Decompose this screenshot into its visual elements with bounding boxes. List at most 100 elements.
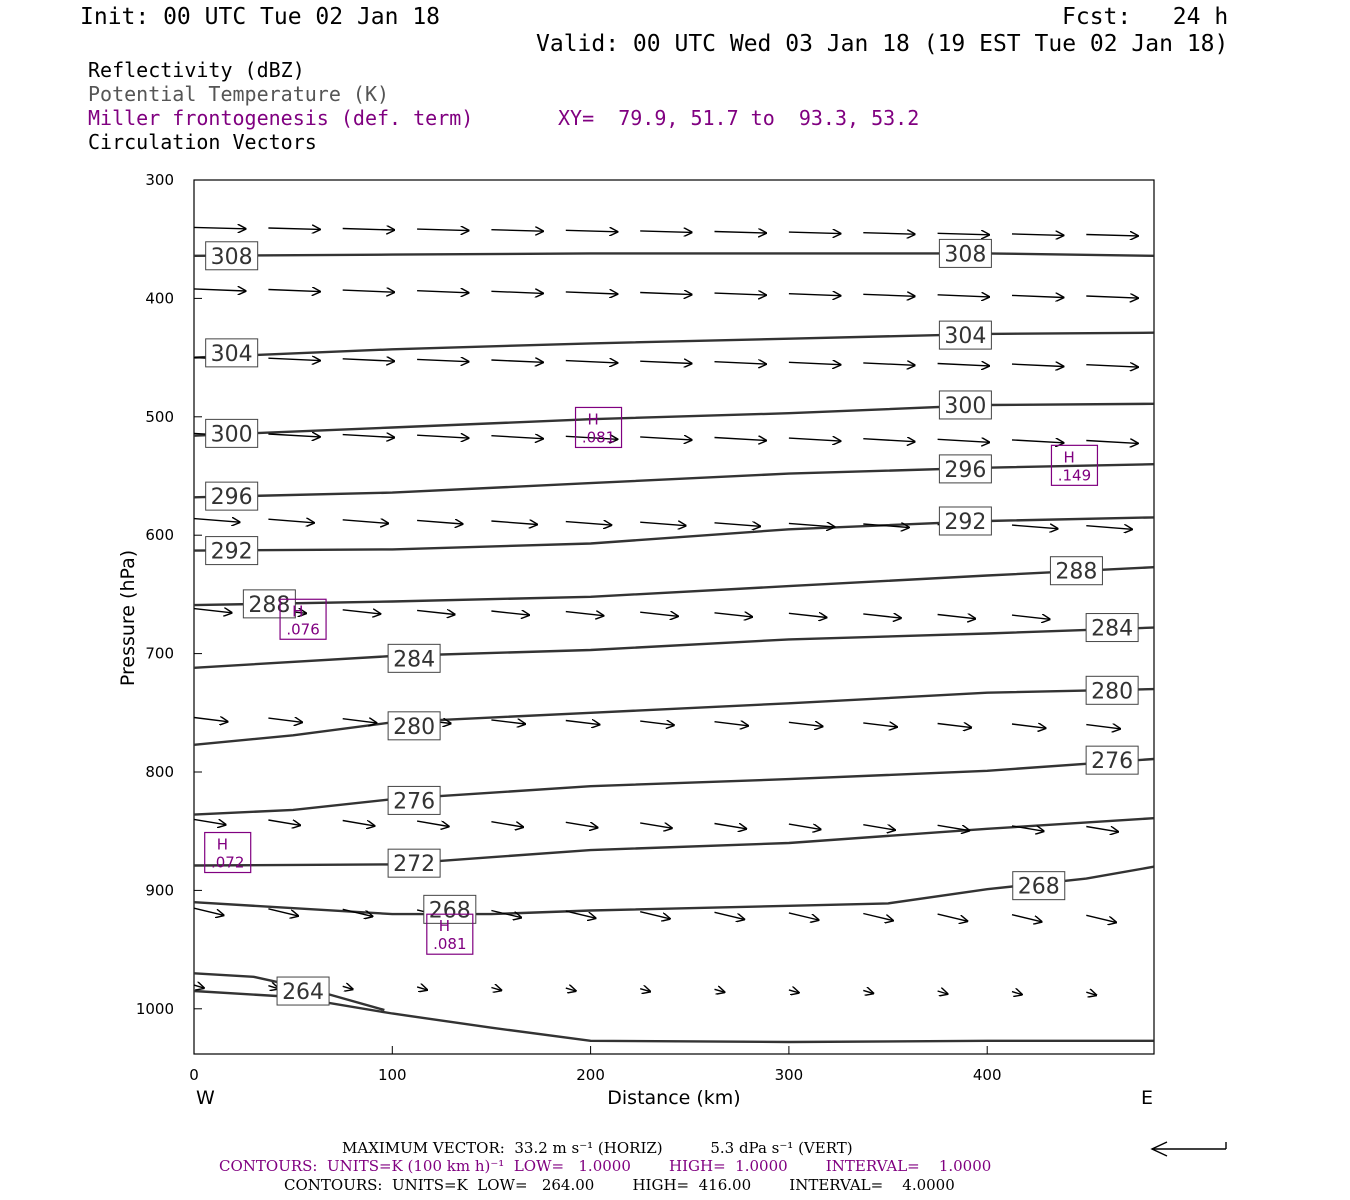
circulation-vector: [1011, 825, 1044, 831]
y-tick-label: 700: [145, 645, 174, 663]
circulation-vector: [417, 359, 469, 361]
isentrope-label-box: [205, 481, 259, 511]
axes-layer: 0 100 200 300 400 300 400 500 600 700 800 900 1000: [136, 171, 1002, 1084]
isentrope-label-box: [938, 238, 992, 268]
frontogenesis-max-value: .072: [211, 854, 244, 872]
isentrope-296-line: [193, 463, 1154, 499]
isentrope-label-box: [938, 320, 992, 350]
valid-time: Valid: 00 UTC Wed 03 Jan 18 (19 EST Tue …: [536, 31, 1229, 57]
circulation-vector: [714, 438, 767, 441]
circulation-vector: [416, 820, 449, 826]
x-tick-label: 100: [378, 1066, 407, 1084]
circulation-vector: [788, 990, 799, 993]
circulation-vector: [268, 718, 302, 722]
isentrope-label-box: [387, 785, 441, 815]
circulation-vector: [342, 520, 389, 524]
forecast-hour: Fcst: 24 h: [1062, 4, 1229, 30]
y-tick-label: 500: [145, 408, 174, 426]
frontogenesis-max-h: H: [1063, 448, 1074, 466]
circulation-vector: [714, 822, 747, 829]
circulation-vector: [417, 291, 469, 293]
y-tick-label: 400: [145, 289, 174, 307]
circulation-vector: [640, 293, 692, 295]
circulation-vector: [640, 989, 650, 992]
circulation-vector: [863, 363, 915, 365]
circulation-vector: [565, 721, 600, 725]
circulation-vector: [863, 294, 915, 296]
contours-frontogenesis-note: CONTOURS: UNITS=K (100 km h)⁻¹ LOW= 1.00…: [219, 1157, 992, 1175]
isentrope-label-box: [938, 454, 992, 484]
circulation-vector: [863, 723, 897, 727]
circulation-vector: [342, 908, 373, 916]
circulation-vector: [342, 229, 395, 231]
isentrope-label-292: 292: [211, 540, 253, 565]
circulation-vector: [1086, 296, 1138, 298]
frontogenesis-max-h: H: [439, 917, 450, 935]
circulation-vector: [640, 721, 674, 725]
frontogenesis-max-box: [204, 831, 252, 874]
isentrope-label-box: [1049, 556, 1103, 586]
isentrope-label-300: 300: [944, 394, 986, 419]
circulation-vector: [863, 824, 895, 830]
circulation-vector: [491, 521, 537, 525]
y-tick-label: 900: [145, 881, 174, 899]
isentrope-label-box: [276, 976, 330, 1006]
frontogenesis-max-value: .076: [286, 620, 319, 638]
y-tick-label: 800: [145, 763, 174, 781]
circulation-vector: [417, 610, 455, 614]
circulation-vector: [788, 232, 841, 234]
isentrope-label-box: [387, 848, 441, 878]
circulation-vector: [937, 439, 990, 442]
y-tick-label: 1000: [136, 1000, 174, 1018]
x-tick-label: 200: [576, 1066, 605, 1084]
circulation-vector: [565, 436, 618, 439]
isentrope-layer: [193, 252, 1155, 1044]
circulation-vector: [268, 908, 298, 916]
circulation-vector: [565, 522, 612, 526]
circulation-vector: [491, 230, 543, 232]
isentrope-label-276: 276: [393, 789, 435, 814]
isentrope-272-line: [193, 817, 1154, 867]
circulation-vector: [342, 986, 353, 989]
circulation-vector: [1086, 526, 1132, 530]
isentrope-label-box: [423, 894, 477, 924]
circulation-vector: [937, 364, 990, 366]
isentrope-300-line: [193, 402, 1154, 437]
isentrope-276-line: [193, 757, 1154, 816]
isentrope-label-296: 296: [211, 485, 253, 510]
circulation-vector: [268, 434, 320, 437]
x-axis-east-label: E: [1141, 1087, 1153, 1109]
cross-section-endpoints: XY= 79.9, 51.7 to 93.3, 53.2: [558, 106, 920, 130]
circulation-vector: [565, 988, 576, 991]
isentrope-label-276: 276: [1091, 749, 1133, 774]
legend-miller-frontogenesis: Miller frontogenesis (def. term): [88, 106, 474, 130]
circulation-vector: [1086, 235, 1138, 236]
circulation-vector: [193, 718, 228, 722]
circulation-vector: [937, 615, 976, 619]
circulation-vector: [565, 612, 604, 616]
circulation-vector: [640, 437, 692, 440]
y-axis-title: Pressure (hPa): [117, 550, 139, 686]
isentrope-label-box: [387, 643, 441, 673]
vector-layer: [193, 227, 1138, 995]
circulation-vector: [342, 290, 395, 292]
circulation-vector: [788, 823, 821, 829]
circulation-vector: [1011, 525, 1058, 529]
circulation-vector: [1086, 365, 1138, 367]
frontogenesis-max-value: .081: [582, 428, 615, 446]
legend-reflectivity: Reflectivity (dBZ): [88, 58, 305, 82]
circulation-vector: [714, 232, 767, 234]
plot-frame: [193, 179, 1155, 1055]
circulation-vector: [788, 912, 819, 920]
circulation-vector: [268, 290, 320, 292]
isentrope-label-layer: 308 308 304 304 300 300 296 296 292 292 288 288 284 2…: [205, 238, 1139, 1006]
circulation-vector: [491, 821, 523, 827]
isentrope-label-288: 288: [248, 593, 290, 618]
circulation-vector: [714, 989, 725, 992]
circulation-vector: [491, 611, 529, 615]
isentrope-label-box: [205, 418, 259, 448]
circulation-vector: [565, 292, 618, 294]
circulation-vector: [863, 233, 915, 235]
circulation-vector: [342, 719, 377, 723]
